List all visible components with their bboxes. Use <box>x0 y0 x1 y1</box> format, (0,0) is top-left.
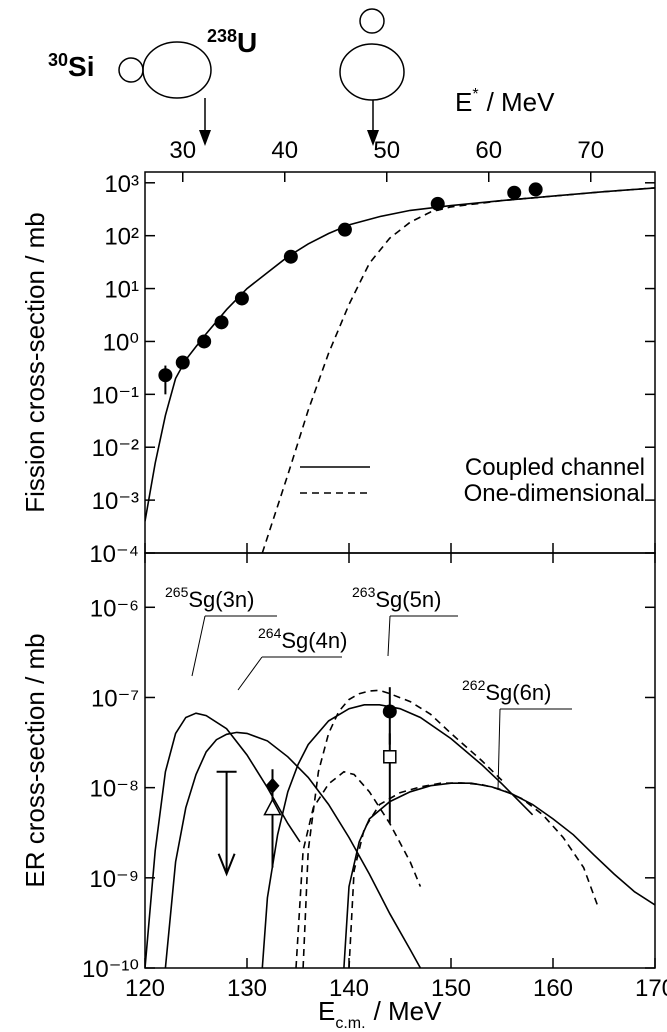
x2-tick-label: 50 <box>373 137 400 164</box>
annotation-mass: 263 <box>352 584 376 600</box>
target-label: 238U <box>207 26 257 58</box>
annotation-reaction: Sg(3n) <box>188 587 254 612</box>
x2-axis-title: E* / MeV <box>455 86 555 117</box>
annotation-reaction: Sg(4n) <box>281 628 347 653</box>
x-tick-label: 130 <box>227 975 267 1002</box>
data-point <box>197 334 212 349</box>
y-tick-label: 10¹ <box>104 277 139 304</box>
target-nucleus <box>142 41 212 99</box>
data-point <box>528 182 543 197</box>
annotation-reaction: Sg(5n) <box>375 587 441 612</box>
projectile-nucleus <box>118 57 144 83</box>
x2-tick-label: 70 <box>577 137 604 164</box>
legend-label: One-dimensional <box>464 480 645 507</box>
y-tick-label: 10⁻² <box>92 435 139 462</box>
annotation-mass: 264 <box>258 625 282 641</box>
data-point <box>507 185 522 200</box>
target-mass: 238 <box>207 26 237 46</box>
projectile-mass: 30 <box>48 50 68 70</box>
x-axis-title: Ec.m. / MeV <box>318 996 442 1032</box>
y-tick-label: 10⁻⁶ <box>90 595 139 622</box>
x-axis-title-unit: / MeV <box>374 996 443 1026</box>
projectile-nucleus-tip <box>359 8 385 34</box>
plot-frame <box>144 552 656 969</box>
curve <box>348 782 600 968</box>
data-point <box>175 355 190 370</box>
y-tick-label: 10⁻⁸ <box>90 776 140 803</box>
y-tick-label: 10³ <box>104 171 139 198</box>
data-point <box>283 249 298 264</box>
x2-axis-title-main: E <box>455 87 472 117</box>
annotation-reaction: Sg(6n) <box>485 680 551 705</box>
x2-axis-title-sup: * <box>472 86 478 103</box>
y-tick-label: 10⁰ <box>103 329 139 356</box>
y-tick-label: 10⁻⁷ <box>91 685 139 712</box>
projectile-label: 30Si <box>48 50 95 82</box>
curve <box>295 770 422 968</box>
arrow-head <box>367 130 379 146</box>
schematic: 30Si 238U <box>48 8 405 146</box>
y-tick-label: 10⁻¹⁰ <box>82 956 139 983</box>
data-point <box>158 368 173 383</box>
y-tick-label: 10⁻⁴ <box>89 541 139 568</box>
data-point <box>214 315 229 330</box>
curve-annotation: 265Sg(3n) <box>165 584 254 612</box>
data-point <box>265 777 280 794</box>
annotation-leader <box>497 708 501 791</box>
y-tick-label: 10² <box>104 224 139 251</box>
data-point <box>337 222 352 237</box>
x-tick-label: 140 <box>329 975 369 1002</box>
annotation-leader <box>191 615 206 677</box>
target-symbol: U <box>237 27 257 58</box>
curve-annotation: 263Sg(5n) <box>352 584 441 612</box>
x-axis-title-sub: c.m. <box>335 1015 365 1032</box>
target-nucleus-tip <box>339 43 405 101</box>
x-tick-label: 170 <box>635 975 667 1002</box>
x-axis-title-main: E <box>318 996 335 1026</box>
x2-tick-label: 60 <box>475 137 502 164</box>
curve <box>164 731 422 968</box>
curves <box>145 689 655 968</box>
data-point <box>263 798 282 816</box>
x2-axis-title-unit: / MeV <box>487 87 556 117</box>
curve <box>261 187 655 553</box>
annotation-mass: 262 <box>462 677 486 693</box>
curve-annotation: 262Sg(6n) <box>462 677 551 705</box>
data-point <box>430 196 445 211</box>
x2-tick-label: 30 <box>169 137 196 164</box>
x-tick-label: 160 <box>533 975 573 1002</box>
y-tick-label: 10⁻⁹ <box>89 866 139 893</box>
y-tick-label: 10⁻¹ <box>92 382 139 409</box>
y-axis-title: Fission cross-section / mb <box>20 212 50 513</box>
annotation-leader <box>237 656 263 691</box>
curve <box>261 704 534 968</box>
projectile-symbol: Si <box>68 51 94 82</box>
data-point <box>382 704 397 719</box>
data-point <box>234 291 249 306</box>
x2-tick-label: 40 <box>271 137 298 164</box>
legend-label: Coupled channel <box>465 454 645 481</box>
annotation-leader <box>387 615 391 657</box>
arrow-head <box>199 130 211 146</box>
y-tick-label: 10⁻³ <box>92 488 139 515</box>
annotation-mass: 265 <box>165 584 189 600</box>
data-point <box>383 750 397 764</box>
y-axis-title: ER cross-section / mb <box>20 633 50 887</box>
curve <box>145 712 301 968</box>
curve-annotation: 264Sg(4n) <box>258 625 347 653</box>
x-tick-label: 120 <box>125 975 165 1002</box>
x-tick-label: 150 <box>431 975 471 1002</box>
upper-limit-head <box>217 853 236 877</box>
curve <box>302 689 503 968</box>
